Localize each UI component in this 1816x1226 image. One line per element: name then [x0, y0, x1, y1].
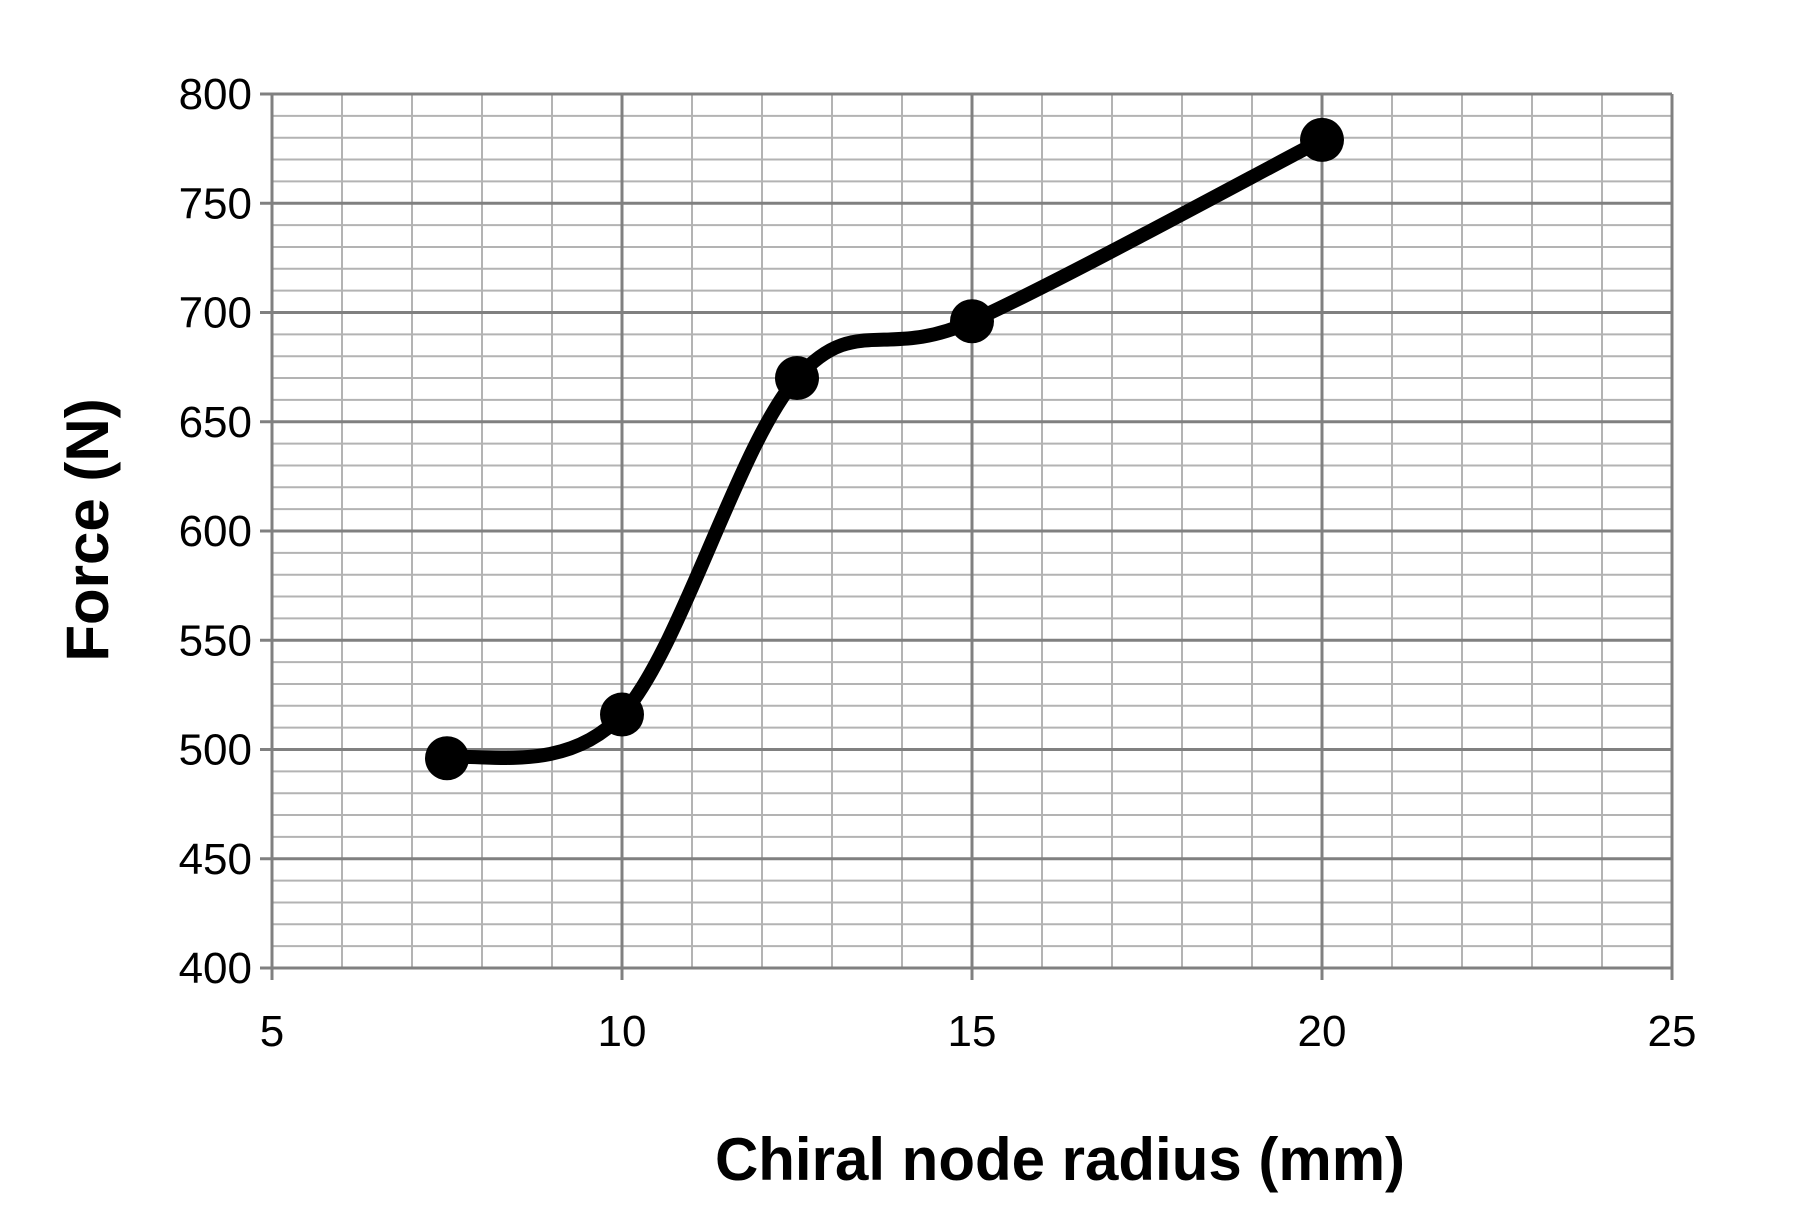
- series-layer: [425, 117, 1344, 781]
- y-tick-labels: 400 450 500 550 600 650 700 750 800: [179, 70, 252, 993]
- y-tick-label: 450: [179, 835, 252, 884]
- data-point-marker: [950, 299, 994, 344]
- x-tick-label: 15: [948, 1007, 997, 1056]
- x-tick-label: 25: [1648, 1007, 1697, 1056]
- y-axis-title: Force (N): [54, 398, 121, 661]
- y-tick-label: 500: [179, 726, 252, 775]
- data-point-marker: [425, 736, 469, 781]
- data-point-marker: [600, 692, 644, 737]
- y-tick-label: 600: [179, 507, 252, 556]
- x-axis-title: Chiral node radius (mm): [715, 1126, 1405, 1193]
- data-point-marker: [775, 356, 819, 401]
- x-tick-label: 5: [260, 1007, 284, 1056]
- axes: [260, 92, 1674, 980]
- y-tick-label: 700: [179, 289, 252, 338]
- y-tick-label: 800: [179, 70, 252, 119]
- y-tick-label: 550: [179, 616, 252, 665]
- y-tick-label: 750: [179, 179, 252, 228]
- data-point-marker: [1300, 117, 1344, 162]
- x-tick-labels: 5 10 15 20 25: [260, 1007, 1697, 1056]
- y-tick-label: 650: [179, 398, 252, 447]
- series-line: [440, 132, 1329, 766]
- x-tick-label: 10: [598, 1007, 647, 1056]
- x-tick-label: 20: [1298, 1007, 1347, 1056]
- y-tick-label: 400: [179, 944, 252, 993]
